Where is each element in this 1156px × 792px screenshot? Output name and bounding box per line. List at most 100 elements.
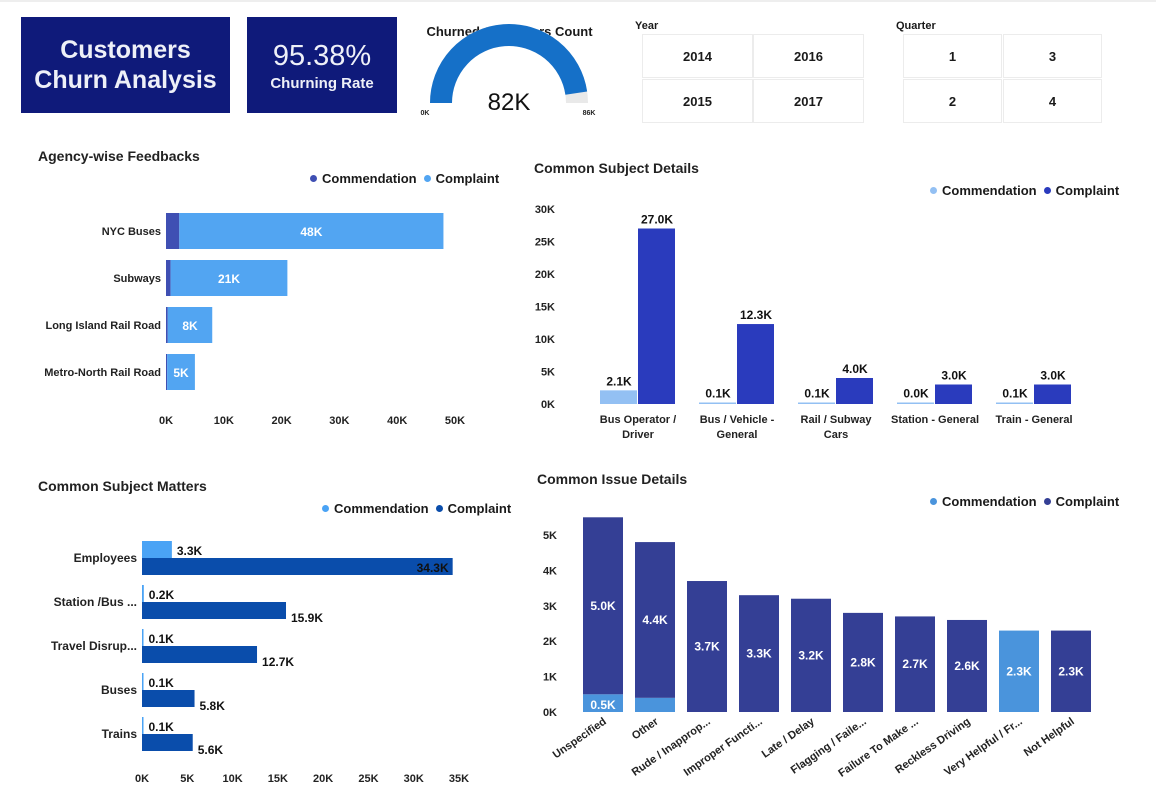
dashboard-title-line2: Churn Analysis — [34, 66, 217, 94]
x-tick-label: 20K — [272, 415, 292, 427]
issue-details-legend: Commendation Complaint — [930, 494, 1119, 509]
legend-complaint-dot — [1043, 498, 1051, 505]
bar-complaint — [142, 602, 287, 619]
x-tick-label: 10K — [214, 415, 234, 427]
data-label: 5.8K — [200, 699, 226, 713]
quarter-slicer-label: Quarter — [896, 20, 936, 32]
x-tick-label: 25K — [358, 773, 378, 785]
bar-complaint — [142, 646, 258, 663]
year-option-2017[interactable]: 2017 — [753, 79, 864, 123]
legend-commendation-dot — [322, 505, 329, 512]
category-label: Driver — [622, 429, 655, 441]
legend-complaint-dot — [1043, 187, 1051, 194]
data-label: 0.1K — [1002, 387, 1028, 401]
bar-commendation — [600, 390, 637, 404]
bar-commendation — [142, 629, 144, 646]
category-label: Employees — [74, 551, 138, 565]
year-option-2014[interactable]: 2014 — [642, 34, 753, 78]
data-label: 2.3K — [1006, 664, 1032, 678]
category-label: Other — [630, 715, 662, 742]
bar-complaint — [638, 228, 675, 404]
category-label: Buses — [101, 683, 137, 697]
legend-commendation-label[interactable]: Commendation — [334, 501, 429, 516]
legend-complaint-label[interactable]: Complaint — [435, 171, 500, 186]
data-label: 3.0K — [941, 369, 967, 383]
bar-commendation — [699, 402, 736, 404]
bar-commendation — [798, 402, 835, 404]
data-label: 48K — [300, 225, 322, 239]
churn-rate-card: 95.38% Churning Rate — [247, 17, 397, 113]
legend-commendation-label[interactable]: Commendation — [322, 171, 417, 186]
category-label: Travel Disrup... — [51, 639, 137, 653]
y-tick-label: 15K — [535, 302, 555, 314]
x-tick-label: 50K — [445, 415, 465, 427]
data-label: 12.3K — [740, 308, 772, 322]
bar-complaint — [935, 384, 972, 404]
dashboard-title-card: Customers Churn Analysis — [21, 17, 230, 113]
bar-commendation — [999, 630, 1039, 712]
y-tick-label: 0K — [543, 707, 557, 719]
data-label: 5.0K — [590, 599, 616, 613]
data-label: 0.0K — [903, 387, 929, 401]
y-tick-label: 30K — [535, 204, 555, 216]
bar-commendation — [166, 213, 180, 249]
bar-complaint — [947, 619, 987, 712]
x-tick-label: 35K — [449, 773, 469, 785]
category-label: Rail / Subway — [801, 414, 873, 426]
legend-complaint-label[interactable]: Complaint — [447, 501, 512, 516]
gauge-value: 82K — [488, 89, 531, 116]
year-option-2015[interactable]: 2015 — [642, 79, 753, 123]
legend-commendation-label[interactable]: Commendation — [942, 494, 1037, 509]
x-tick-label: 0K — [135, 773, 149, 785]
x-tick-label: 15K — [268, 773, 288, 785]
data-label: 3.7K — [694, 640, 720, 654]
year-slicer-label: Year — [635, 20, 659, 32]
quarter-option-4[interactable]: 4 — [1003, 79, 1102, 123]
data-label: 3.0K — [1040, 369, 1066, 383]
bar-complaint — [1051, 630, 1091, 712]
data-label: 0.1K — [149, 676, 175, 690]
category-label: NYC Buses — [102, 226, 161, 238]
legend-commendation-dot — [930, 498, 937, 505]
category-label: Not Helpful — [1022, 716, 1077, 759]
year-option-2016[interactable]: 2016 — [753, 34, 864, 78]
y-tick-label: 2K — [543, 636, 557, 648]
bar-complaint — [179, 213, 444, 249]
category-label: Cars — [824, 429, 848, 441]
bar-complaint — [687, 581, 727, 712]
legend-commendation-dot — [930, 187, 937, 194]
category-label: Station - General — [891, 414, 979, 426]
quarter-option-3[interactable]: 3 — [1003, 34, 1102, 78]
churn-rate-label: Churning Rate — [270, 74, 374, 92]
y-tick-label: 10K — [535, 334, 555, 346]
legend-commendation-dot — [310, 175, 317, 182]
legend-commendation-label[interactable]: Commendation — [942, 183, 1037, 198]
legend-complaint-label[interactable]: Complaint — [1055, 183, 1120, 198]
bar-complaint — [791, 598, 831, 712]
x-tick-label: 10K — [222, 773, 242, 785]
quarter-option-1[interactable]: 1 — [903, 34, 1002, 78]
data-label: 34.3K — [417, 561, 449, 575]
category-label: General — [717, 429, 758, 441]
data-label: 0.1K — [149, 632, 175, 646]
category-label: Trains — [102, 727, 138, 741]
quarter-option-2[interactable]: 2 — [903, 79, 1002, 123]
bar-complaint — [739, 595, 779, 712]
data-label: 3.2K — [798, 648, 824, 662]
bar-complaint — [167, 354, 195, 390]
subject-matters-chart: Employees 3.3K 34.3K Station /Bus ... 0.2K 15… — [51, 541, 469, 785]
y-tick-label: 20K — [535, 269, 555, 281]
data-label: 5.6K — [198, 743, 224, 757]
y-tick-label: 4K — [543, 565, 557, 577]
churned-customers-gauge: Churned Customers Count 82K 0K 86K — [412, 18, 607, 118]
category-label: Bus / Vehicle - — [700, 414, 775, 426]
category-label: Subways — [113, 273, 161, 285]
legend-complaint-label[interactable]: Complaint — [1055, 494, 1120, 509]
x-tick-label: 40K — [387, 415, 407, 427]
bar-complaint — [635, 542, 675, 698]
category-label: Unspecified — [551, 716, 609, 762]
bar-complaint — [895, 616, 935, 712]
legend-complaint-dot — [435, 505, 443, 512]
gauge-max-label: 86K — [583, 110, 596, 117]
agency-chart-title: Agency-wise Feedbacks — [38, 148, 200, 164]
